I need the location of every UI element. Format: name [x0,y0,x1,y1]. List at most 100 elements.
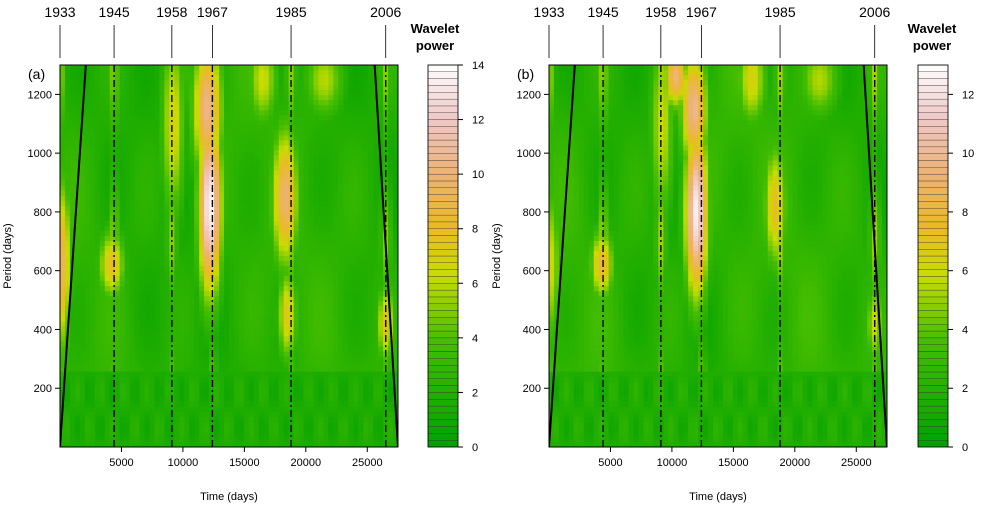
heat-cell [283,361,290,368]
heat-cell [174,100,180,106]
heat-cell [74,155,81,162]
heat-cell [248,426,255,433]
heat-cell [129,366,136,373]
heat-cell [358,135,364,141]
heat-cell [238,155,245,162]
heat-cell [104,190,111,197]
heat-cell [64,240,71,247]
heat-cell [84,351,91,358]
heat-cell [194,120,200,126]
heat-cell [293,240,300,247]
heat-cell [383,180,389,187]
heat-cell [253,431,260,438]
heat-cell [358,341,364,348]
heat-cell [189,195,195,202]
heat-cell [214,210,220,217]
heat-cell [243,291,250,297]
heat-cell [124,286,131,292]
heat-cell [333,351,339,358]
heat-cell [204,326,210,332]
heat-cell [343,175,349,182]
heat-cell [194,321,200,327]
heat-cell [109,411,116,418]
heat-cell [194,145,200,152]
heat-cell [179,411,185,418]
heat-cell [104,65,111,71]
heat-cell [248,215,255,222]
heat-cell [378,120,384,126]
heat-cell [303,401,310,408]
heat-cell [174,75,180,81]
heat-cell [278,356,285,363]
heat-cell [353,225,359,232]
heat-cell [378,401,384,408]
heat-cell [378,85,384,91]
heat-cell [298,225,305,232]
heat-cell [74,281,81,287]
heat-cell [328,366,334,373]
heat-cell [204,185,210,192]
heat-cell [238,85,245,91]
heat-cell [323,261,330,267]
heat-cell [199,220,205,227]
heat-cell [124,150,131,157]
heat-cell [363,235,369,242]
heat-cell [194,416,200,423]
heat-cell [204,286,210,292]
heat-cell [149,441,156,447]
heat-cell [229,341,235,348]
heat-cell [268,215,275,222]
heat-cell [214,240,220,247]
heat-cell [64,381,71,388]
heat-cell [353,115,359,121]
heat-cell [109,65,116,71]
heat-cell [273,150,280,157]
heat-cell [353,271,359,277]
heat-cell [373,140,379,147]
heat-cell [219,110,225,116]
heat-cell [109,125,116,131]
heat-cell [353,175,359,182]
heat-cell [144,65,151,71]
heat-cell [378,145,384,152]
heat-cell [283,401,290,408]
heat-cell [84,316,91,322]
heat-cell [373,170,379,177]
heat-cell [229,331,235,338]
heat-cell [368,411,374,418]
heat-cell [333,261,339,267]
heat-cell [184,291,190,297]
heat-cell [343,110,349,116]
heat-cell [174,426,180,433]
heat-cell [94,110,101,116]
heat-cell [238,396,245,403]
heat-cell [179,200,185,207]
heat-cell [229,441,235,447]
heat-cell [164,356,170,363]
heat-cell [209,250,215,257]
heat-cell [60,306,66,312]
heat-cell [273,225,280,232]
heat-cell [109,195,116,202]
heat-cell [149,185,156,192]
heat-cell [363,376,369,383]
heat-cell [109,155,116,162]
heat-cell [373,115,379,121]
heat-cell [343,170,349,177]
heat-cell [99,200,106,207]
heat-cell [328,341,334,348]
heat-cell [348,110,354,116]
heat-cell [214,120,220,126]
heat-cell [94,215,101,222]
heat-cell [60,351,66,358]
heat-cell [79,441,86,447]
heat-cell [268,301,275,307]
heat-cell [154,316,161,322]
heat-cell [194,95,200,101]
heat-cell [383,281,389,287]
heat-cell [333,100,339,106]
heat-cell [219,230,225,237]
heat-cell [129,331,136,338]
heat-cell [233,261,240,267]
heat-cell [348,75,354,81]
